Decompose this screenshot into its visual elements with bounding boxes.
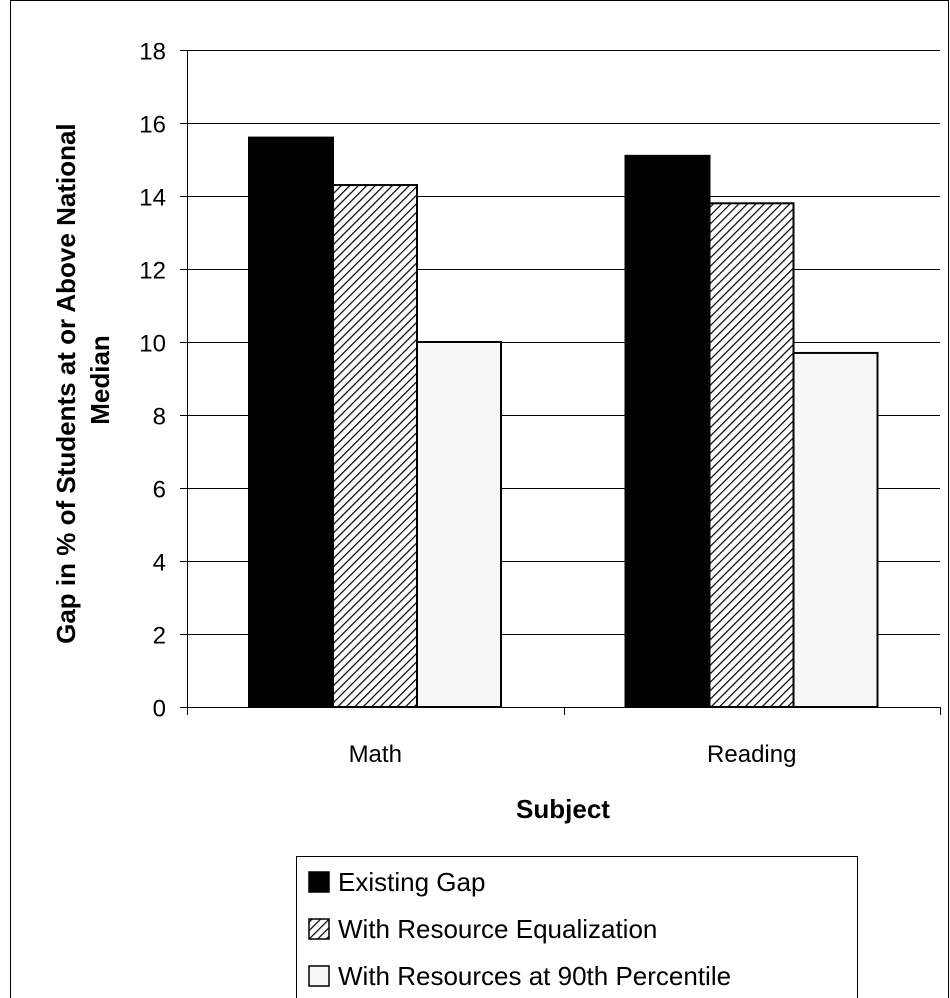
figure-border bbox=[10, 0, 949, 998]
legend-box bbox=[296, 856, 858, 998]
y-tick-label: 4 bbox=[153, 550, 166, 577]
y-tick-label: 0 bbox=[153, 696, 166, 723]
legend: Existing Gap With Resource Equalization Wi… bbox=[296, 856, 858, 998]
x-tick-label: Reading bbox=[707, 741, 796, 768]
bar-existing-gap-math bbox=[248, 136, 334, 709]
x-tick-label: Math bbox=[349, 741, 402, 768]
tick-labels: 0 2 4 6 8 10 12 14 16 18 Math Reading bbox=[139, 39, 796, 769]
legend-label: Existing Gap bbox=[338, 867, 485, 897]
legend-label: With Resources at 90th Percentile bbox=[338, 961, 731, 991]
legend-swatch bbox=[308, 871, 330, 893]
y-tick-label: 14 bbox=[139, 185, 166, 212]
y-tick-label: 2 bbox=[153, 623, 166, 650]
y-tick-label: 12 bbox=[139, 258, 166, 285]
bar-with-resources-at-90th-percentile-math bbox=[416, 341, 502, 708]
y-axis-title: Gap in % of Students at or Above Nationa… bbox=[51, 116, 115, 644]
y-axis-title-line-2: Median bbox=[85, 335, 115, 425]
y-tick-label: 16 bbox=[139, 112, 166, 139]
x-axis-title: Subject bbox=[516, 794, 610, 824]
bars bbox=[248, 136, 879, 709]
y-tick-label: 8 bbox=[153, 404, 166, 431]
y-tick-label: 10 bbox=[139, 331, 166, 358]
bar-with-resources-at-90th-percentile-reading bbox=[792, 351, 879, 708]
bar-with-resource-equalization-math bbox=[332, 184, 418, 709]
legend-label: With Resource Equalization bbox=[338, 914, 657, 944]
y-tick-label: 6 bbox=[153, 477, 166, 504]
legend-swatch bbox=[308, 965, 330, 987]
y-axis-title-line-1: Gap in % of Students at or Above Nationa… bbox=[51, 123, 81, 644]
bar-existing-gap-reading bbox=[624, 154, 711, 709]
bar-with-resource-equalization-reading bbox=[708, 202, 795, 709]
legend-swatch bbox=[308, 918, 330, 940]
axes bbox=[180, 50, 941, 715]
y-tick-label: 18 bbox=[139, 39, 166, 66]
